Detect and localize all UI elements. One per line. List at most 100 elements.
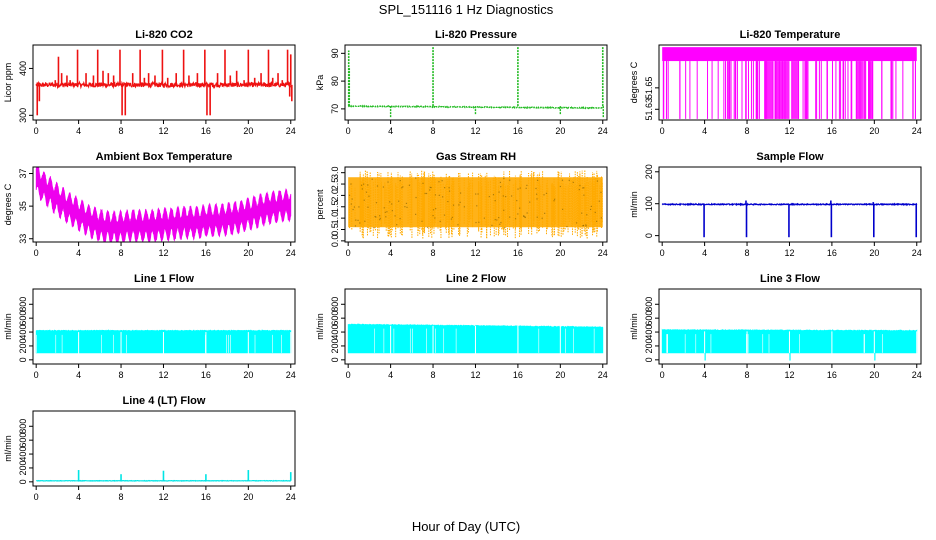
speckle-mark xyxy=(523,215,525,217)
speckle-mark xyxy=(389,201,391,203)
y-axis-label: degrees C xyxy=(3,183,13,225)
x-tick-label: 12 xyxy=(158,492,168,502)
y-tick-label: 0 xyxy=(644,357,654,362)
x-tick-label: 16 xyxy=(201,370,211,380)
speckle-mark xyxy=(541,217,543,219)
speckle-mark xyxy=(499,181,502,184)
x-tick-label: 4 xyxy=(388,248,393,258)
speckle-mark xyxy=(376,185,379,187)
speckle-mark xyxy=(383,207,385,209)
panel-title: Li-820 CO2 xyxy=(135,29,192,41)
x-tick-label: 16 xyxy=(827,126,837,136)
y-tick-label: 3.0 xyxy=(330,166,340,179)
speckle-mark xyxy=(415,213,417,215)
x-tick-label: 8 xyxy=(431,248,436,258)
speckle-mark xyxy=(387,181,389,183)
panel-rh: Gas Stream RH 0 4 8 12 16 20 24 0.00.51.01.52.02… xyxy=(315,151,608,258)
drop-block xyxy=(804,61,809,119)
x-tick-label: 24 xyxy=(912,126,922,136)
speckle-mark xyxy=(525,187,527,189)
panel-title: Ambient Box Temperature xyxy=(96,151,233,163)
speckle-mark xyxy=(406,206,408,208)
speckle-mark xyxy=(536,198,538,200)
speckle-mark xyxy=(600,217,602,219)
speckle-mark xyxy=(435,207,437,210)
x-tick-label: 24 xyxy=(598,370,608,380)
speckle-mark xyxy=(562,208,564,210)
speckle-mark xyxy=(438,194,440,196)
speckle-mark xyxy=(535,193,538,195)
speckle-mark xyxy=(582,225,584,227)
y-axis-label: kPa xyxy=(315,75,325,91)
panel-title: Li-820 Temperature xyxy=(740,29,841,41)
speckle-mark xyxy=(447,200,449,203)
speckle-mark xyxy=(585,224,587,226)
x-tick-label: 24 xyxy=(912,248,922,258)
x-tick-label: 16 xyxy=(201,248,211,258)
y-tick-label: 0.5 xyxy=(330,223,340,236)
panel-title: Sample Flow xyxy=(756,151,824,163)
speckle-mark xyxy=(394,215,396,217)
x-tick-label: 4 xyxy=(388,370,393,380)
speckle-mark xyxy=(429,186,431,188)
speckle-mark xyxy=(559,185,561,188)
speckle-mark xyxy=(535,187,537,190)
speckle-mark xyxy=(371,178,373,180)
speckle-mark xyxy=(424,192,426,195)
speckle-mark xyxy=(425,192,428,195)
y-tick-label: 0 xyxy=(644,233,654,238)
x-tick-label: 12 xyxy=(158,248,168,258)
y-tick-label: 0 xyxy=(18,479,28,484)
speckle-mark xyxy=(396,224,398,226)
x-tick-label: 0 xyxy=(660,370,665,380)
speckle-mark xyxy=(516,199,518,202)
speckle-mark xyxy=(405,202,408,205)
speckle-mark xyxy=(543,194,545,196)
speckle-mark xyxy=(421,220,423,222)
speckle-mark xyxy=(529,201,531,203)
speckle-mark xyxy=(459,201,461,203)
y-tick-label: 1.5 xyxy=(330,201,340,214)
x-tick-label: 0 xyxy=(660,248,665,258)
speckle-mark xyxy=(382,186,385,188)
y-tick-label: 600 xyxy=(330,311,340,326)
x-tick-label: 8 xyxy=(119,126,124,136)
x-tick-label: 12 xyxy=(158,370,168,380)
x-tick-label: 8 xyxy=(431,370,436,380)
speckle-mark xyxy=(438,181,440,183)
speckle-mark xyxy=(443,214,446,216)
x-tick-label: 0 xyxy=(346,248,351,258)
speckle-mark xyxy=(401,187,403,189)
speckle-mark xyxy=(458,204,460,206)
x-tick-label: 4 xyxy=(702,248,707,258)
speckle-mark xyxy=(510,195,513,197)
speckle-mark xyxy=(498,216,500,219)
speckle-mark xyxy=(566,225,568,228)
x-tick-label: 12 xyxy=(158,126,168,136)
speckle-mark xyxy=(457,224,459,226)
speckle-mark xyxy=(415,177,417,179)
y-tick-label: 51.63 xyxy=(644,98,654,121)
series-line xyxy=(35,80,291,90)
speckle-mark xyxy=(519,207,521,209)
speckle-mark xyxy=(475,221,477,224)
speckle-mark xyxy=(360,184,363,186)
speckle-mark xyxy=(476,205,478,207)
speckle-mark xyxy=(586,214,588,216)
y-tick-label: 200 xyxy=(644,164,654,179)
speckle-mark xyxy=(451,216,453,219)
x-tick-label: 0 xyxy=(34,370,39,380)
data-series xyxy=(36,470,292,482)
x-tick-label: 24 xyxy=(598,248,608,258)
series-band xyxy=(35,167,292,242)
y-axis-label: ml/min xyxy=(629,191,639,218)
speckle-mark xyxy=(499,223,501,225)
data-series xyxy=(347,323,604,354)
speckle-mark xyxy=(363,199,365,201)
speckle-mark xyxy=(379,217,381,219)
x-tick-label: 4 xyxy=(76,370,81,380)
